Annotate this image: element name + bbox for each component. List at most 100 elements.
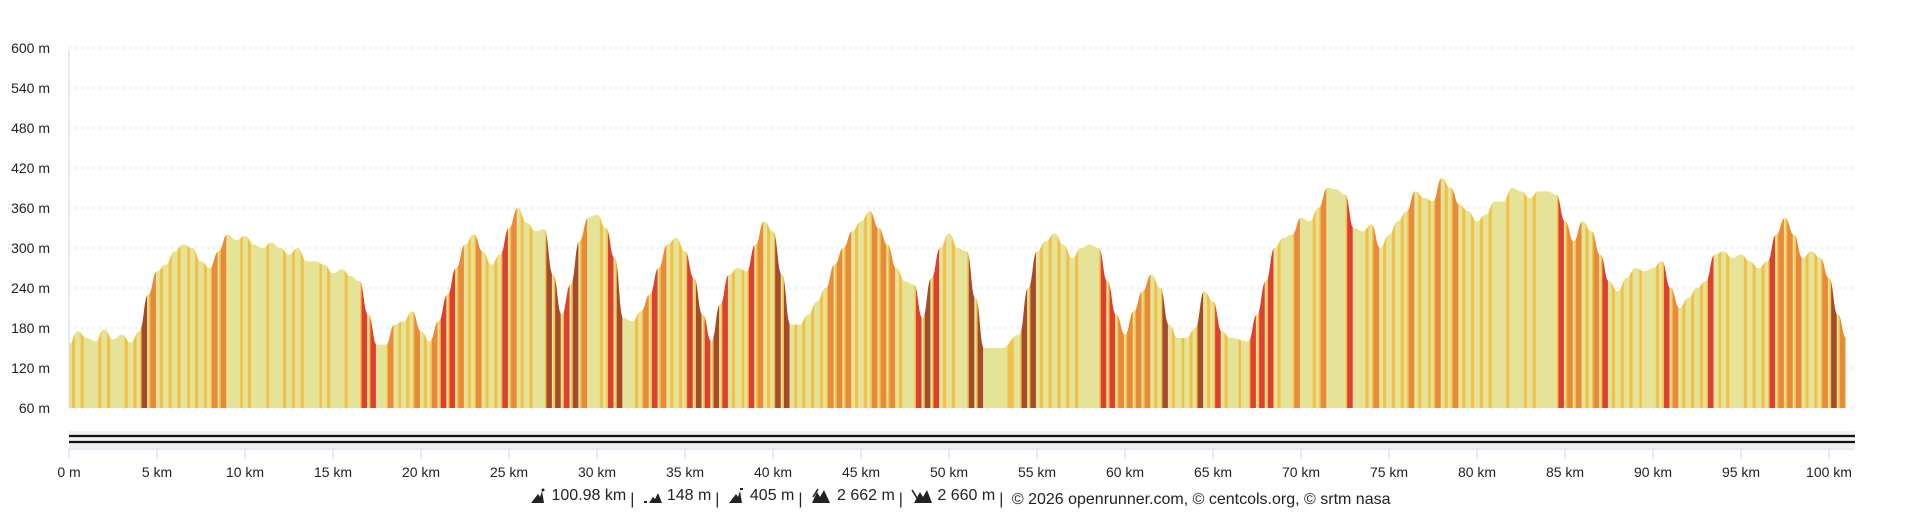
gradient-stripe — [863, 178, 867, 408]
gradient-stripe — [870, 178, 878, 408]
x-tick-label: 25 km — [490, 464, 528, 480]
x-tick-label: 35 km — [666, 464, 704, 480]
gradient-stripe — [855, 178, 859, 408]
gradient-stripe — [291, 178, 295, 408]
x-tick-label: 90 km — [1634, 464, 1672, 480]
gradient-stripe — [412, 178, 415, 408]
x-tick-label: 0 m — [57, 464, 80, 480]
gradient-stripe — [1592, 178, 1600, 408]
gradient-stripe — [606, 178, 614, 408]
gradient-stripe — [1189, 178, 1193, 408]
gradient-stripe — [870, 178, 873, 408]
gradient-stripe — [1028, 178, 1031, 408]
gradient-stripe — [1451, 178, 1459, 408]
gradient-stripe — [439, 178, 441, 408]
gradient-stripe — [1125, 178, 1128, 408]
gradient-stripe — [747, 178, 749, 408]
gradient-stripe — [1761, 178, 1765, 408]
gradient-stripe — [1116, 178, 1119, 408]
gradient-stripe — [826, 178, 829, 408]
gradient-stripe — [650, 178, 658, 408]
gradient-stripe — [1143, 178, 1145, 408]
gradient-stripe — [685, 178, 688, 408]
gradient-stripe — [501, 178, 508, 408]
gradient-stripe — [1662, 178, 1665, 408]
gradient-stripe — [1532, 178, 1536, 408]
gradient-stripe — [1601, 178, 1608, 408]
gradient-stripe — [951, 178, 955, 408]
gradient-stripe — [879, 178, 881, 408]
gradient-stripe — [606, 178, 609, 408]
gradient-stripe — [1248, 178, 1251, 408]
gradient-stripe — [360, 178, 362, 408]
gradient-stripe — [1671, 178, 1673, 408]
gradient-stripe — [720, 178, 723, 408]
gradient-stripe — [1020, 178, 1022, 408]
x-tick-label: 45 km — [842, 464, 880, 480]
gradient-stripe — [247, 178, 251, 408]
gradient-stripe — [168, 178, 172, 408]
gradient-stripe — [1639, 178, 1642, 408]
x-tick-label: 80 km — [1458, 464, 1496, 480]
x-tick-label: 10 km — [226, 464, 264, 480]
gradient-stripe — [811, 178, 815, 408]
gradient-stripe — [826, 178, 834, 408]
gradient-stripe — [1629, 178, 1633, 408]
gradient-stripe — [1213, 178, 1216, 408]
gradient-stripe — [406, 178, 410, 408]
gradient-stripe — [712, 178, 714, 408]
navigator[interactable] — [69, 431, 1855, 448]
gradient-stripe — [1444, 178, 1448, 408]
gradient-stripe — [219, 178, 221, 408]
gradient-stripe — [98, 178, 102, 408]
y-tick-label: 360 m — [11, 200, 50, 216]
navigator-track[interactable] — [69, 431, 1855, 448]
gradient-stripe — [187, 178, 190, 408]
x-tick-label: 85 km — [1546, 464, 1584, 480]
gradient-stripe — [1776, 178, 1779, 408]
gradient-stripe — [210, 178, 218, 408]
gradient-stripe — [1143, 178, 1151, 408]
min-elevation-icon — [643, 493, 662, 503]
gradient-stripe — [899, 178, 903, 408]
gradient-stripe — [1479, 178, 1483, 408]
elevation-area[interactable] — [69, 40, 1847, 408]
gradient-stripe — [615, 178, 623, 408]
gradient-stripe — [1794, 178, 1802, 408]
gradient-stripe — [1293, 178, 1300, 408]
y-tick-label: 120 m — [11, 360, 50, 376]
min-elevation-stat: 148 m — [643, 487, 711, 505]
x-tick-label: 20 km — [402, 464, 440, 480]
gradient-stripe — [107, 178, 111, 408]
gradient-stripe — [1471, 178, 1475, 408]
gradient-stripe — [344, 178, 348, 408]
gradient-stripe — [1391, 178, 1395, 408]
gradient-stripe — [679, 178, 683, 408]
gradient-stripe — [1523, 178, 1527, 408]
gradient-stripe — [430, 178, 433, 408]
gradient-stripe — [1108, 178, 1110, 408]
gradient-stripe — [448, 178, 456, 408]
gradient-stripe — [529, 178, 533, 408]
gradient-stripe — [1662, 178, 1670, 408]
gradient-stripe — [319, 178, 322, 408]
gradient-stripe — [545, 178, 552, 408]
gradient-stripe — [553, 178, 556, 408]
gradient-stripe — [1346, 178, 1353, 408]
gradient-stripe — [474, 178, 477, 408]
gradient-stripe — [448, 178, 450, 408]
max-elevation-icon — [728, 488, 743, 503]
gradient-stripe — [1768, 178, 1770, 408]
gradient-stripe — [1099, 178, 1101, 408]
gradient-stripe — [635, 178, 639, 408]
gradient-stripe — [731, 178, 735, 408]
gradient-stripe — [923, 178, 925, 408]
gradient-stripe — [976, 178, 978, 408]
x-tick-label: 100 km — [1806, 464, 1852, 480]
gradient-stripe — [580, 178, 582, 408]
gradient-stripe — [71, 178, 75, 408]
y-tick-label: 60 m — [19, 400, 50, 416]
gradient-stripe — [670, 178, 674, 408]
gradient-stripe — [159, 178, 163, 408]
gradient-stripe — [1611, 178, 1615, 408]
